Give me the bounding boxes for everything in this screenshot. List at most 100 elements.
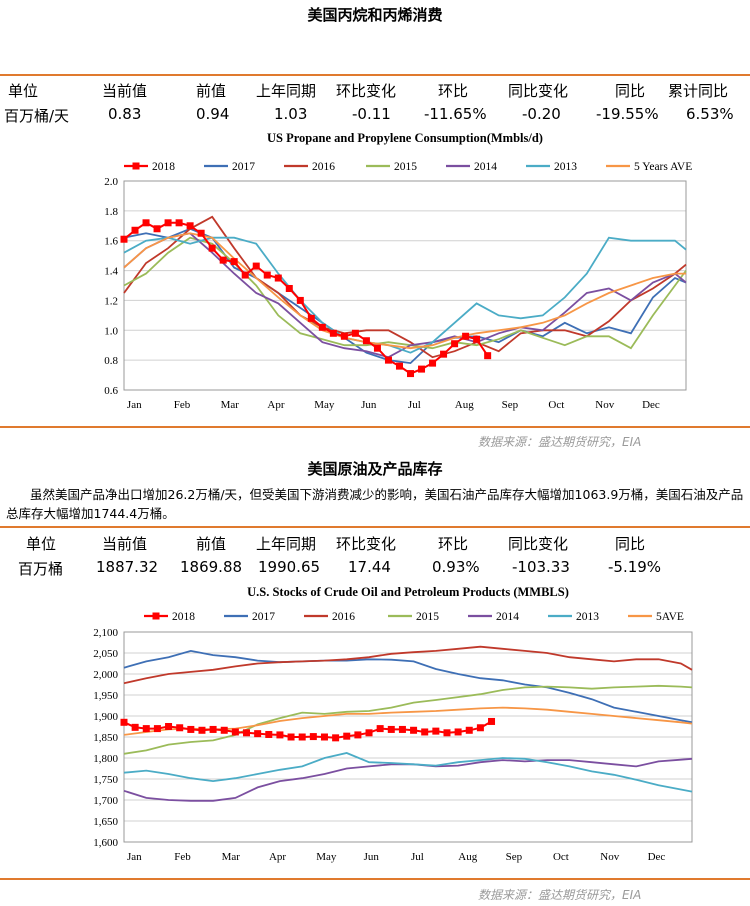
section2-table-header: 单位 当前值 前值 上年同期 环比变化 环比 同比变化 同比 xyxy=(0,533,750,553)
table-cell: -103.33 xyxy=(512,558,570,576)
data-point xyxy=(274,274,282,282)
x-tick-label: Mar xyxy=(221,399,240,411)
y-tick-label: 1.2 xyxy=(104,295,118,307)
section2-bottom-rule xyxy=(0,878,750,880)
x-tick-label: Jul xyxy=(408,399,421,411)
series-line-2015 xyxy=(123,684,693,755)
data-point xyxy=(398,725,406,733)
section2-top-rule xyxy=(0,526,750,528)
x-tick-label: Feb xyxy=(174,399,191,411)
chart-title: US Propane and Propylene Consumption(Mmb… xyxy=(267,131,543,145)
y-tick-label: 1,650 xyxy=(93,816,118,828)
table-header-cell: 单位 xyxy=(26,535,57,553)
data-point xyxy=(142,725,150,733)
legend-label: 2016 xyxy=(332,611,355,623)
section2-note: 虽然美国产品净出口增加26.2万桶/天，但受美国下游消费减少的影响，美国石油产品… xyxy=(6,487,744,521)
data-point xyxy=(220,726,228,734)
data-point xyxy=(418,365,426,373)
table-header-cell: 环比变化 xyxy=(336,82,397,100)
y-tick-label: 1.0 xyxy=(104,325,118,337)
table-cell: 1887.32 xyxy=(96,558,159,576)
table-header-cell: 同比变化 xyxy=(508,535,569,553)
table-cell: -0.20 xyxy=(522,105,561,123)
data-point xyxy=(318,323,326,331)
x-tick-label: Jan xyxy=(127,851,142,863)
x-tick-label: May xyxy=(314,399,335,411)
chart-title: U.S. Stocks of Crude Oil and Petroleum P… xyxy=(247,585,569,599)
y-tick-label: 1,750 xyxy=(93,774,118,786)
table-header-cell: 累计同比 xyxy=(668,82,729,100)
data-point xyxy=(329,329,337,337)
table-cell: 0.94 xyxy=(196,105,230,123)
section2-table-row: 百万桶 1887.32 1869.88 1990.65 17.44 0.93% … xyxy=(0,558,750,578)
y-tick-label: 1,950 xyxy=(93,690,118,702)
data-point xyxy=(443,729,451,737)
table-header-cell: 前值 xyxy=(196,82,227,100)
x-tick-label: Apr xyxy=(267,399,284,411)
data-point xyxy=(488,717,496,725)
data-point xyxy=(410,726,418,734)
table-header-cell: 同比 xyxy=(615,535,646,553)
data-point xyxy=(421,728,429,736)
x-tick-label: Sep xyxy=(506,851,523,863)
legend-label: 2018 xyxy=(152,161,175,173)
y-tick-label: 1.6 xyxy=(104,236,118,248)
data-point xyxy=(376,725,384,733)
data-point xyxy=(165,723,173,730)
data-point xyxy=(164,219,172,227)
y-tick-label: 1,900 xyxy=(93,711,118,723)
x-tick-label: Dec xyxy=(642,399,660,411)
y-tick-label: 2,000 xyxy=(93,669,118,681)
data-point xyxy=(219,256,227,264)
data-point xyxy=(120,235,128,243)
table-cell: 百万桶 xyxy=(18,560,64,578)
series-line-2014 xyxy=(123,232,687,359)
series-line-2018 xyxy=(123,221,489,375)
data-point xyxy=(231,728,239,736)
section1-table-row: 百万桶/天 0.83 0.94 1.03 -0.11 -11.65% -0.20… xyxy=(0,105,750,125)
legend-label: 2017 xyxy=(252,611,275,623)
data-point xyxy=(175,219,183,227)
y-tick-label: 1,850 xyxy=(93,732,118,744)
y-tick-label: 1.8 xyxy=(104,206,118,218)
series-line-2013 xyxy=(123,236,687,354)
table-header-cell: 前值 xyxy=(196,535,227,553)
data-point xyxy=(209,725,217,733)
data-point xyxy=(208,244,216,252)
table-header-cell: 环比 xyxy=(438,535,469,553)
legend-label: 2015 xyxy=(416,611,439,623)
data-point xyxy=(296,296,304,304)
section1-bottom-rule xyxy=(0,426,750,428)
legend-label: 2013 xyxy=(554,161,577,173)
x-tick-label: Sep xyxy=(502,399,519,411)
data-point xyxy=(263,271,271,279)
legend-label: 5AVE xyxy=(656,611,684,623)
table-header-cell: 上年同期 xyxy=(256,82,317,100)
series-line-2018 xyxy=(123,720,492,739)
x-tick-label: Jan xyxy=(127,399,142,411)
data-point xyxy=(476,724,484,732)
table-header-cell: 当前值 xyxy=(102,82,148,100)
data-point xyxy=(332,734,340,742)
x-tick-label: Apr xyxy=(269,851,286,863)
y-tick-label: 0.8 xyxy=(104,355,118,367)
y-tick-label: 1,700 xyxy=(93,795,118,807)
legend-label: 2014 xyxy=(496,611,519,623)
data-point xyxy=(298,733,306,741)
legend-label: 2015 xyxy=(394,161,417,173)
data-point xyxy=(197,229,205,237)
table-cell: 6.53% xyxy=(686,105,734,123)
y-tick-label: 1.4 xyxy=(104,266,118,278)
y-tick-label: 1,800 xyxy=(93,753,118,765)
data-point xyxy=(320,733,328,741)
legend-marker xyxy=(132,162,140,170)
table-cell: -19.55% xyxy=(596,105,659,123)
plot-area xyxy=(123,180,687,391)
y-tick-label: 2,050 xyxy=(93,648,118,660)
data-point xyxy=(131,723,139,731)
data-point xyxy=(351,329,359,337)
y-tick-label: 2.0 xyxy=(104,176,118,188)
table-cell: 0.93% xyxy=(432,558,480,576)
table-cell: -0.11 xyxy=(352,105,391,123)
series-line-2017 xyxy=(123,227,687,365)
